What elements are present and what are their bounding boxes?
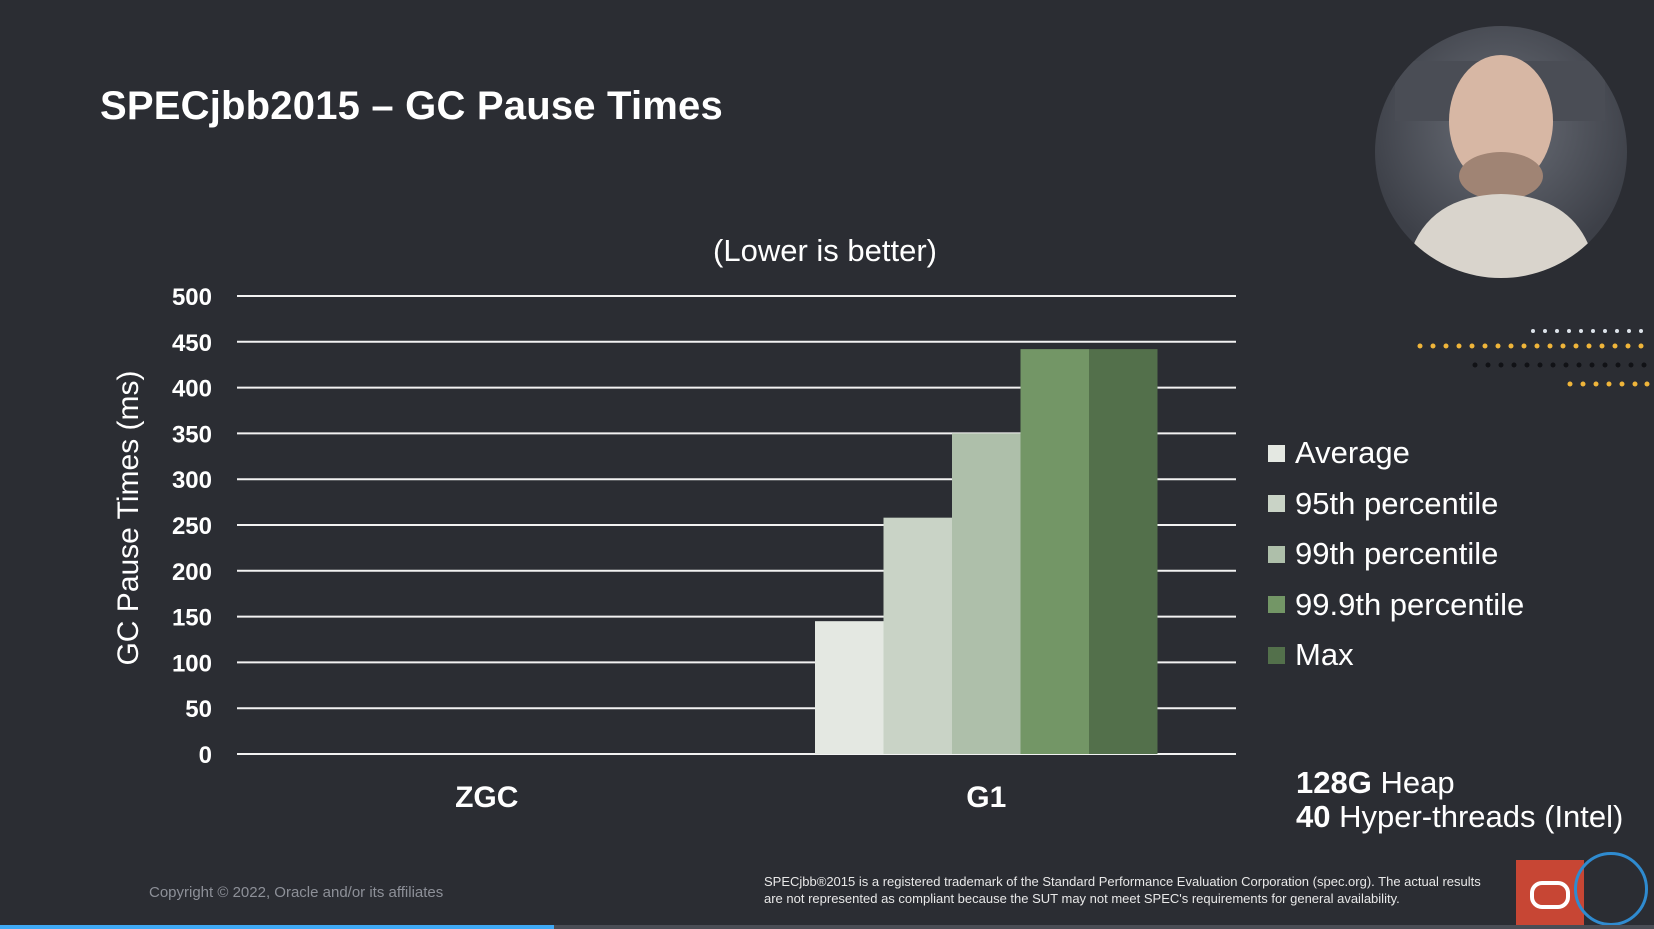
legend-label: Average (1295, 435, 1410, 471)
threads-label: Hyper-threads (Intel) (1330, 799, 1624, 834)
y-tick-label: 150 (172, 605, 212, 632)
legend-label: 99.9th percentile (1295, 586, 1525, 622)
x-tick-label: ZGC (455, 781, 518, 814)
copyright-text: Copyright © 2022, Oracle and/or its affi… (149, 884, 444, 901)
legend-label: 99th percentile (1295, 536, 1499, 572)
bar-g1-1 (883, 517, 952, 754)
legend-label: 95th percentile (1295, 485, 1499, 521)
legend-item-95th: 95th percentile (1268, 479, 1524, 530)
heap-value: 128G (1296, 765, 1372, 800)
oracle-ring-icon (1530, 880, 1570, 909)
y-tick-label: 500 (172, 284, 212, 311)
legend-swatch (1268, 545, 1285, 563)
y-tick-label: 300 (172, 467, 212, 494)
swirl-logo-icon (1574, 852, 1648, 926)
bars (815, 349, 1158, 754)
threads-spec: 40 Hyper-threads (Intel) (1296, 800, 1623, 834)
y-axis-label: GC Pause Times (ms) (112, 370, 145, 665)
threads-value: 40 (1296, 799, 1331, 834)
chart-legend: Average 95th percentile 99th percentile … (1268, 428, 1524, 681)
decorative-dots-icon (1417, 329, 1650, 387)
y-tick-label: 0 (199, 742, 212, 769)
oracle-logo-icon (1516, 860, 1584, 929)
legend-item-99th: 99th percentile (1268, 529, 1524, 580)
legend-swatch (1268, 596, 1285, 614)
y-tick-label: 450 (172, 330, 212, 357)
slide-title: SPECjbb2015 – GC Pause Times (100, 84, 723, 128)
legend-swatch (1268, 495, 1285, 513)
presenter-icon (1395, 55, 1605, 278)
y-tick-label: 250 (172, 513, 212, 540)
video-progress-bar[interactable] (0, 925, 1654, 929)
heap-label: Heap (1371, 765, 1455, 800)
video-progress-fill (0, 925, 555, 929)
legend-item-99-9th: 99.9th percentile (1268, 580, 1524, 631)
legend-label: Max (1295, 637, 1354, 673)
x-tick-labels: ZGC G1 (455, 781, 1006, 814)
y-tick-label: 350 (172, 421, 212, 448)
system-specs: 128G Heap 40 Hyper-threads (Intel) (1296, 766, 1623, 834)
bar-g1-4 (1089, 349, 1158, 754)
y-tick-label: 400 (172, 376, 212, 403)
chart-title: (Lower is better) (713, 233, 937, 268)
legend-item-max: Max (1268, 630, 1524, 681)
y-tick-label: 100 (172, 650, 212, 677)
presenter-webcam (1375, 26, 1627, 278)
legend-item-average: Average (1268, 428, 1524, 479)
bar-g1-2 (952, 433, 1021, 754)
disclaimer-text: SPECjbb®2015 is a registered trademark o… (764, 874, 1481, 906)
legend-swatch (1268, 444, 1285, 462)
legend-swatch (1268, 646, 1285, 664)
y-tick-labels: 0 50 100 150 200 250 300 350 400 450 500 (172, 284, 212, 769)
bar-g1-0 (815, 621, 884, 754)
x-tick-label: G1 (966, 781, 1006, 814)
heap-spec: 128G Heap (1296, 766, 1623, 800)
bar-g1-3 (1020, 349, 1089, 754)
y-tick-label: 50 (185, 696, 212, 723)
y-tick-label: 200 (172, 559, 212, 586)
